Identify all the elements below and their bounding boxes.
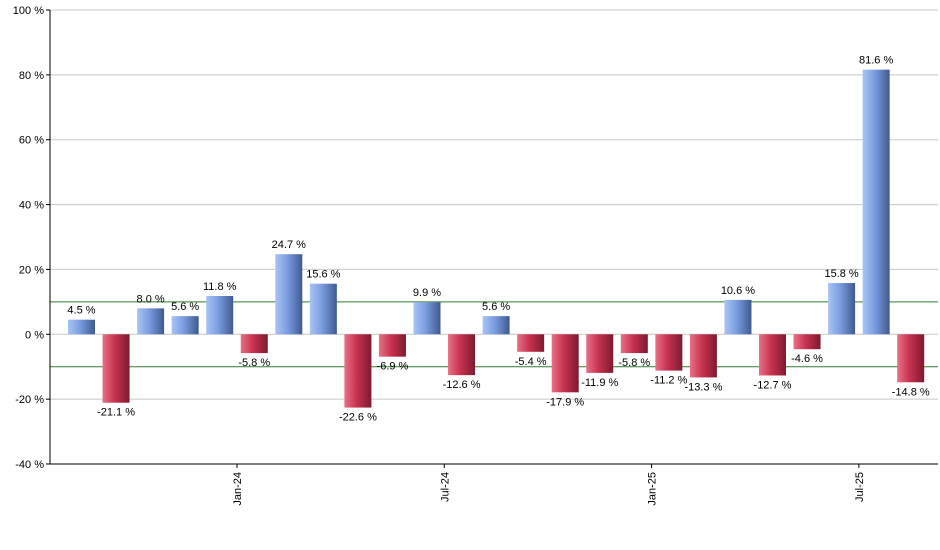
bar-negative	[897, 334, 925, 383]
bar-negative	[689, 334, 717, 378]
bar-positive	[724, 299, 752, 335]
bar-data-label: 15.6 %	[306, 269, 340, 281]
bars	[68, 69, 925, 408]
y-tick-label: 40 %	[19, 200, 44, 212]
bar-negative	[759, 334, 786, 376]
bar-negative	[551, 334, 579, 393]
bar-data-label: 81.6 %	[859, 55, 893, 67]
bar-negative	[240, 334, 268, 354]
bar-positive	[309, 283, 337, 335]
bar-positive	[275, 254, 303, 335]
x-tick-label: Jan-24	[232, 472, 244, 506]
y-tick-label: -40 %	[15, 459, 44, 471]
x-tick-label: Jul-25	[854, 472, 866, 502]
y-tick-label: 0 %	[25, 329, 44, 341]
bar-data-label: 8.0 %	[137, 293, 165, 305]
bar-positive	[171, 316, 199, 335]
bar-positive	[862, 69, 890, 335]
x-tick-label: Jul-24	[439, 472, 451, 502]
y-tick-label: 80 %	[19, 70, 44, 82]
bar-negative	[102, 334, 130, 403]
bar-data-label: -13.3 %	[684, 381, 722, 393]
bar-negative	[378, 334, 406, 357]
x-tick-labels: Jan-24 Jul-24 Jan-25 Jul-25	[232, 464, 866, 506]
bar-negative	[620, 334, 648, 354]
bar-data-label: -11.9 %	[581, 377, 618, 389]
axes	[49, 10, 938, 465]
bar-positive	[413, 302, 441, 335]
bar-negative	[655, 334, 683, 371]
reference-lines	[50, 301, 938, 368]
bar-data-label: -11.2 %	[650, 375, 687, 387]
bar-negative	[448, 334, 476, 376]
bar-data-label: -5.4 %	[515, 356, 547, 368]
bar-data-label: 11.8 %	[203, 281, 237, 293]
bar-data-label: -12.7 %	[754, 379, 792, 391]
bar-negative	[517, 334, 545, 352]
bar-data-label: 15.8 %	[824, 268, 858, 280]
bar-data-label: -6.9 %	[377, 361, 409, 373]
bar-data-label: 9.9 %	[413, 287, 441, 299]
bar-data-label: -4.6 %	[791, 353, 823, 365]
y-tick-labels: -40 % -20 % 0 % 20 % 40 % 60 % 80 % 100 %	[13, 5, 50, 471]
y-tick-label: -20 %	[15, 394, 44, 406]
bar-data-label: -5.8 %	[238, 357, 270, 369]
bar-data-label: 5.6 %	[482, 301, 510, 313]
y-tick-label: 100 %	[13, 5, 44, 17]
bar-data-label: -17.9 %	[546, 396, 584, 408]
y-tick-label: 60 %	[19, 135, 44, 147]
y-tick-label: 20 %	[19, 264, 44, 276]
bar-data-label: 4.5 %	[67, 305, 95, 317]
grid-lines	[50, 9, 938, 465]
bar-negative	[344, 334, 372, 408]
bar-positive	[206, 296, 234, 335]
bar-positive	[482, 316, 510, 335]
bar-negative	[793, 334, 821, 350]
bar-positive	[68, 319, 95, 335]
data-labels: 4.5 % -21.1 % 8.0 % 5.6 % 11.8 % -5.8 % 24.7 %…	[67, 55, 929, 424]
bar-data-label: -22.6 %	[339, 412, 377, 424]
bar-data-label: -5.8 %	[618, 357, 650, 369]
bar-data-label: 5.6 %	[171, 301, 199, 313]
x-tick-label: Jan-25	[647, 472, 659, 506]
bar-data-label: -12.6 %	[443, 379, 481, 391]
bar-positive	[828, 283, 856, 335]
bar-data-label: 10.6 %	[721, 285, 755, 297]
bar-positive	[137, 308, 165, 335]
bar-data-label: -21.1 %	[97, 407, 135, 419]
bar-data-label: -14.8 %	[892, 386, 930, 398]
bar-negative	[586, 334, 614, 373]
bar-data-label: 24.7 %	[272, 239, 306, 251]
